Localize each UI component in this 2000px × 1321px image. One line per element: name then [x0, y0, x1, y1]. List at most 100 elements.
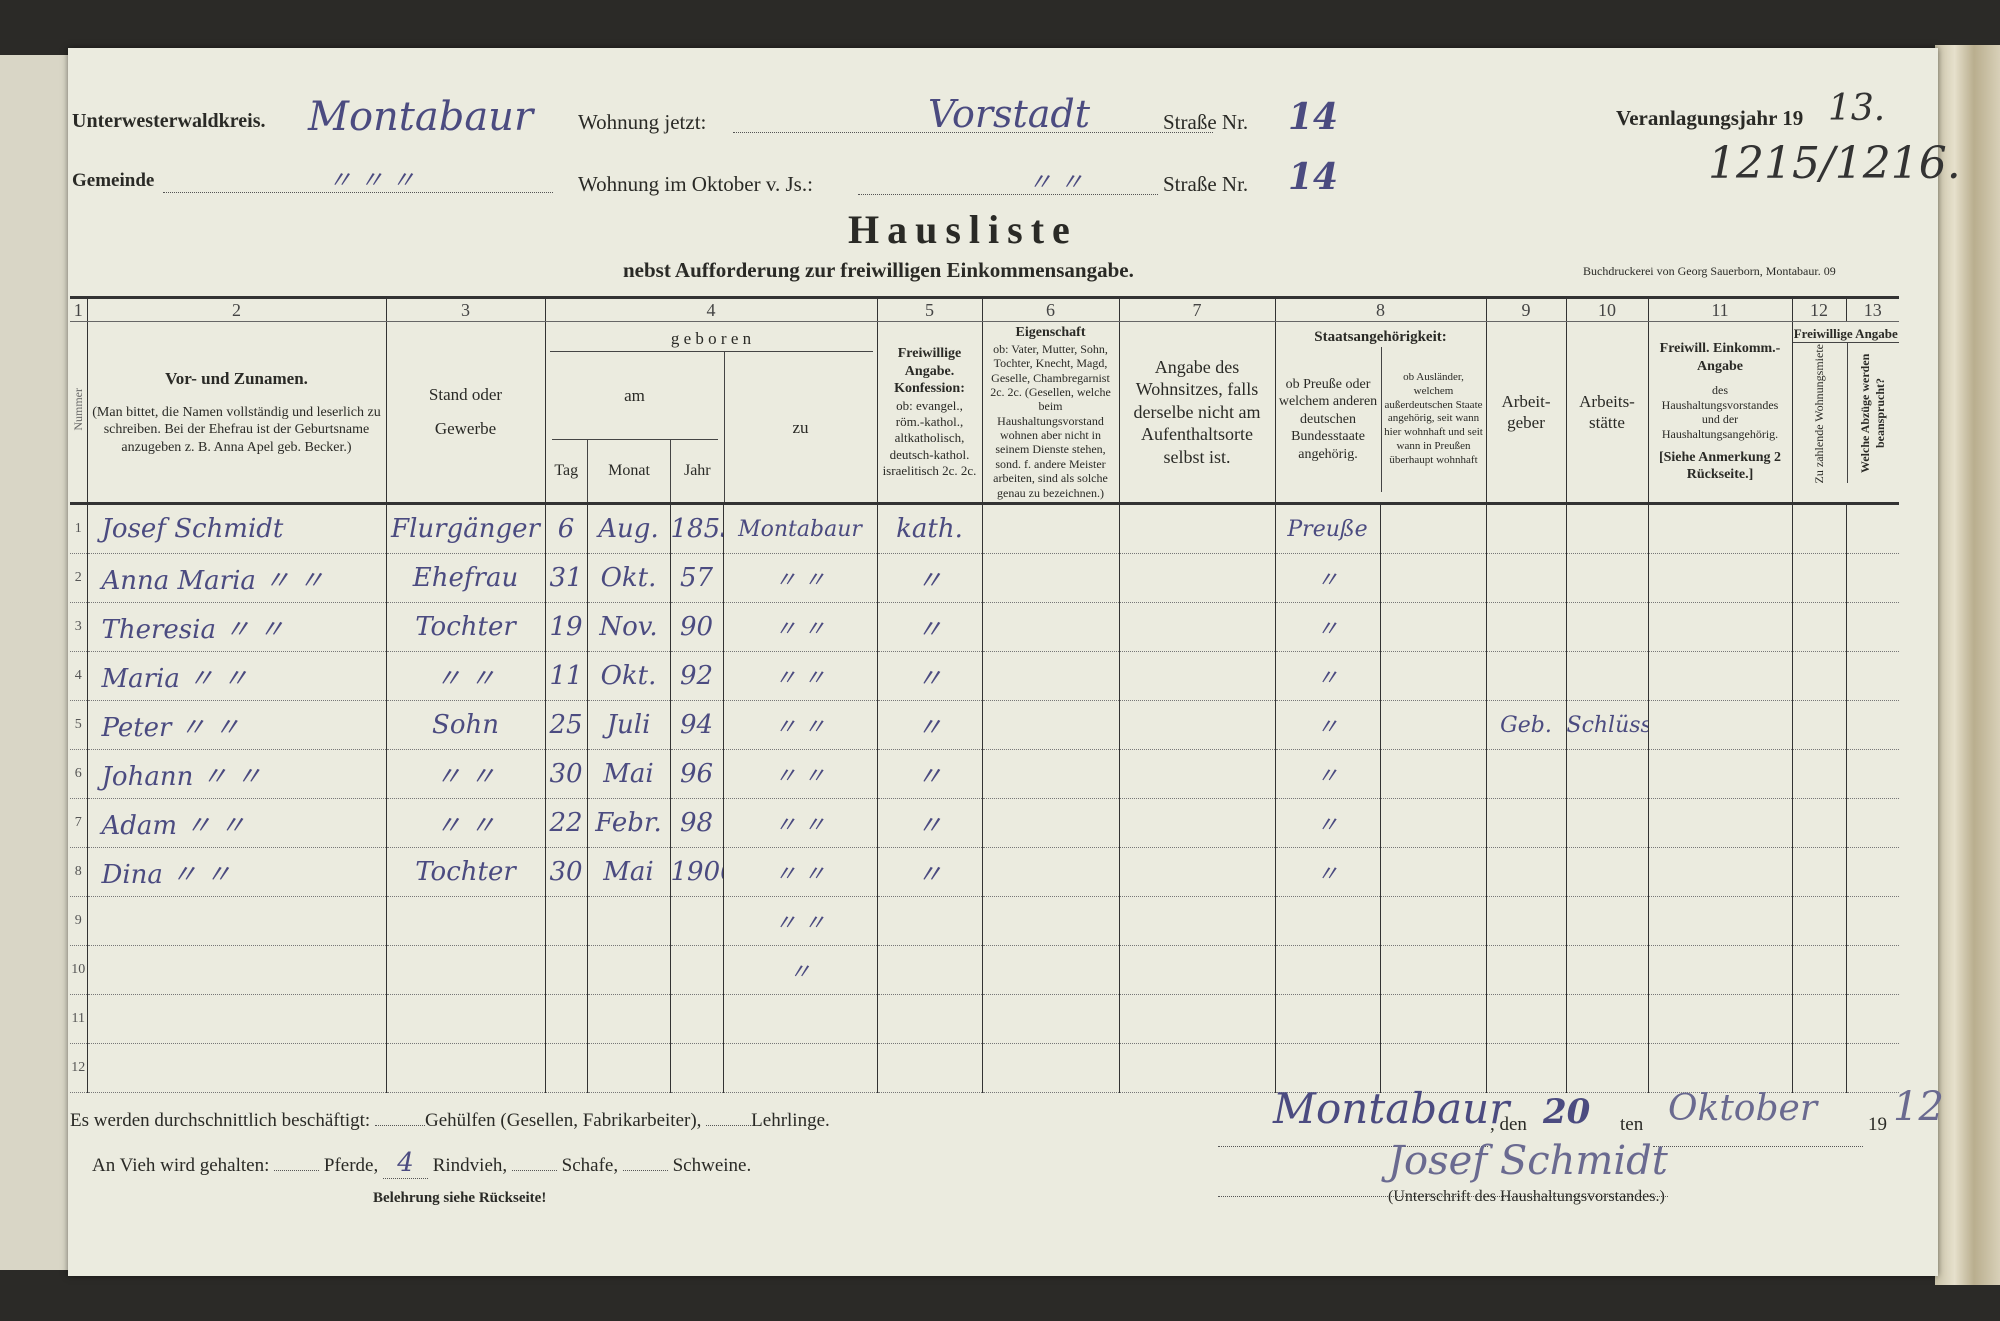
cell-abzuege[interactable]	[1845, 651, 1899, 702]
cell-jahr[interactable]: 1900	[669, 847, 723, 898]
cell-eigenschaft[interactable]	[981, 945, 1119, 996]
lehrlinge-blank[interactable]	[706, 1125, 752, 1126]
cell-stand[interactable]	[385, 1043, 545, 1094]
cell-monat[interactable]	[586, 896, 670, 947]
cell-stand[interactable]: 〃 〃	[385, 798, 545, 849]
cell-jahr[interactable]: 92	[669, 651, 723, 702]
cell-arbeitgeber[interactable]	[1485, 847, 1566, 898]
cell-jahr[interactable]: 1855	[669, 503, 723, 555]
cell-ort[interactable]: 〃	[722, 945, 877, 996]
cell-tag[interactable]	[544, 1043, 587, 1094]
cell-eigenschaft[interactable]	[981, 1043, 1119, 1094]
cell-miete[interactable]	[1791, 798, 1846, 849]
cell-monat[interactable]: Mai	[586, 749, 670, 800]
cell-auslaender[interactable]	[1379, 994, 1486, 1045]
cell-arbeitsstaette[interactable]	[1565, 749, 1648, 800]
cell-wohnsitz[interactable]	[1118, 553, 1275, 604]
cell-einkommen[interactable]	[1647, 847, 1792, 898]
cell-arbeitgeber[interactable]	[1485, 651, 1566, 702]
cell-monat[interactable]: Okt.	[586, 651, 670, 702]
cell-konfession[interactable]: 〃	[876, 749, 982, 800]
cell-jahr[interactable]	[669, 896, 723, 947]
cell-ort[interactable]: 〃 〃	[722, 651, 877, 702]
cell-tag[interactable]	[544, 945, 587, 996]
cell-tag[interactable]: 11	[544, 651, 587, 702]
cell-jahr[interactable]: 98	[669, 798, 723, 849]
gehuelfen-blank[interactable]	[374, 1125, 425, 1126]
cell-miete[interactable]	[1791, 553, 1846, 604]
cell-tag[interactable]: 22	[544, 798, 587, 849]
cell-eigenschaft[interactable]	[981, 798, 1119, 849]
cell-auslaender[interactable]	[1379, 602, 1486, 653]
cell-konfession[interactable]	[876, 1043, 982, 1094]
cell-miete[interactable]	[1791, 749, 1846, 800]
cell-arbeitsstaette[interactable]	[1565, 651, 1648, 702]
cell-preusse[interactable]	[1274, 994, 1380, 1045]
cell-arbeitgeber[interactable]	[1485, 1043, 1566, 1094]
cell-einkommen[interactable]	[1647, 602, 1792, 653]
cell-name[interactable]	[86, 945, 386, 996]
cell-einkommen[interactable]	[1647, 700, 1792, 751]
cell-eigenschaft[interactable]	[981, 602, 1119, 653]
cell-einkommen[interactable]	[1647, 896, 1792, 947]
cell-auslaender[interactable]	[1379, 896, 1486, 947]
cell-monat[interactable]: Juli	[586, 700, 670, 751]
cell-preusse[interactable]: 〃	[1274, 651, 1380, 702]
cell-wohnsitz[interactable]	[1118, 994, 1275, 1045]
cell-monat[interactable]	[586, 945, 670, 996]
cell-ort[interactable]: Montabaur	[722, 503, 877, 555]
cell-abzuege[interactable]	[1845, 503, 1899, 555]
pferde-blank[interactable]	[274, 1170, 320, 1171]
cell-einkommen[interactable]	[1647, 994, 1792, 1045]
cell-ort[interactable]: 〃 〃	[722, 749, 877, 800]
cell-stand[interactable]	[385, 896, 545, 947]
cell-abzuege[interactable]	[1845, 896, 1899, 947]
cell-miete[interactable]	[1791, 1043, 1846, 1094]
cell-miete[interactable]	[1791, 503, 1846, 555]
cell-preusse[interactable]: 〃	[1274, 553, 1380, 604]
cell-miete[interactable]	[1791, 896, 1846, 947]
cell-wohnsitz[interactable]	[1118, 602, 1275, 653]
cell-monat[interactable]: Febr.	[586, 798, 670, 849]
cell-abzuege[interactable]	[1845, 1043, 1899, 1094]
cell-preusse[interactable]	[1274, 945, 1380, 996]
cell-monat[interactable]: Nov.	[586, 602, 670, 653]
cell-eigenschaft[interactable]	[981, 553, 1119, 604]
cell-einkommen[interactable]	[1647, 651, 1792, 702]
cell-tag[interactable]: 19	[544, 602, 587, 653]
cell-preusse[interactable]	[1274, 896, 1380, 947]
cell-konfession[interactable]: 〃	[876, 700, 982, 751]
cell-wohnsitz[interactable]	[1118, 651, 1275, 702]
cell-name[interactable]: Adam 〃 〃	[86, 798, 386, 849]
cell-arbeitsstaette[interactable]	[1565, 602, 1648, 653]
cell-wohnsitz[interactable]	[1118, 896, 1275, 947]
cell-auslaender[interactable]	[1379, 700, 1486, 751]
cell-jahr[interactable]: 57	[669, 553, 723, 604]
cell-abzuege[interactable]	[1845, 945, 1899, 996]
cell-ort[interactable]: 〃 〃	[722, 553, 877, 604]
cell-wohnsitz[interactable]	[1118, 945, 1275, 996]
cell-arbeitgeber[interactable]	[1485, 896, 1566, 947]
cell-konfession[interactable]: 〃	[876, 798, 982, 849]
cell-stand[interactable]: 〃 〃	[385, 651, 545, 702]
cell-stand[interactable]	[385, 945, 545, 996]
cell-eigenschaft[interactable]	[981, 503, 1119, 555]
cell-arbeitgeber[interactable]	[1485, 602, 1566, 653]
cell-ort[interactable]: 〃 〃	[722, 798, 877, 849]
cell-jahr[interactable]	[669, 1043, 723, 1094]
cell-arbeitsstaette[interactable]	[1565, 553, 1648, 604]
cell-wohnsitz[interactable]	[1118, 700, 1275, 751]
cell-einkommen[interactable]	[1647, 553, 1792, 604]
cell-konfession[interactable]: 〃	[876, 847, 982, 898]
cell-stand[interactable]: Tochter	[385, 602, 545, 653]
cell-preusse[interactable]: 〃	[1274, 798, 1380, 849]
cell-wohnsitz[interactable]	[1118, 1043, 1275, 1094]
cell-auslaender[interactable]	[1379, 553, 1486, 604]
cell-eigenschaft[interactable]	[981, 994, 1119, 1045]
cell-arbeitgeber[interactable]: Geb.	[1485, 700, 1566, 751]
cell-stand[interactable]: Flurgänger	[385, 503, 545, 555]
cell-monat[interactable]: Aug.	[586, 503, 670, 555]
cell-konfession[interactable]: 〃	[876, 553, 982, 604]
cell-stand[interactable]: Tochter	[385, 847, 545, 898]
cell-arbeitgeber[interactable]	[1485, 945, 1566, 996]
